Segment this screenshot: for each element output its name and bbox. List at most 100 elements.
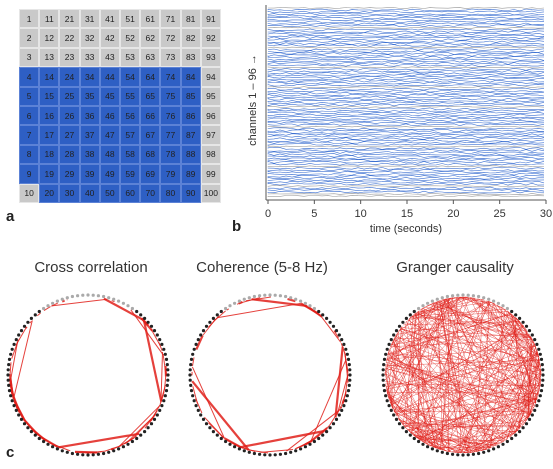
channel-node [121, 445, 125, 449]
plot-title-granger: Granger causality [396, 259, 514, 276]
channel-node [7, 363, 11, 367]
channel-node [492, 299, 496, 303]
connection-edge [29, 320, 32, 324]
channel-trace [267, 38, 545, 41]
connection-edge [440, 300, 461, 453]
channel-trace [267, 155, 545, 158]
channel-trace [267, 111, 545, 115]
channel-trace [267, 115, 545, 119]
channel-node [9, 394, 13, 398]
channel-node [487, 449, 491, 453]
connection-edge [430, 445, 479, 452]
channel-node [152, 417, 157, 421]
channel-node [22, 324, 27, 328]
channel-node [294, 449, 298, 453]
connection-edge [537, 373, 542, 398]
grid-cell: 2 [19, 28, 40, 48]
channel-node [408, 313, 412, 317]
channel-node [102, 294, 106, 299]
grid-cell: 56 [120, 105, 141, 126]
connection-edge [525, 357, 540, 422]
channel-node [284, 294, 288, 299]
channel-node [312, 306, 316, 311]
channel-trace [267, 26, 545, 29]
grid-cell: 65 [140, 86, 161, 106]
channel-node [451, 294, 455, 298]
grid-cell: 30 [59, 183, 80, 203]
channel-node [188, 368, 192, 372]
channel-trace [267, 106, 545, 108]
channel-node [139, 433, 143, 437]
channel-node [6, 378, 10, 382]
channel-trace [267, 86, 545, 89]
channel-node [7, 383, 11, 387]
y-axis-label: channels 1 – 96 → [248, 54, 259, 146]
connection-edge [405, 322, 541, 364]
channel-node [152, 329, 157, 333]
grid-cell: 75 [160, 86, 181, 106]
grid-cell: 50 [99, 183, 120, 203]
connection-edge [162, 354, 167, 375]
connection-edge [393, 339, 539, 395]
connection-edge [411, 298, 481, 317]
channel-node [482, 296, 486, 300]
grid-cell: 66 [140, 105, 161, 126]
grid-cell: 19 [39, 164, 60, 184]
grid-cell: 36 [79, 105, 100, 126]
channel-node [346, 357, 351, 361]
channel-node [471, 452, 475, 456]
channel-trace [267, 185, 545, 187]
channel-node [12, 404, 16, 408]
channel-node [312, 439, 316, 444]
channel-trace [267, 166, 545, 170]
channel-node [76, 294, 80, 298]
channel-node [521, 320, 525, 324]
connection-edge [402, 311, 418, 426]
channel-trace [267, 145, 545, 148]
channel-node [461, 293, 465, 297]
connection-edge [414, 313, 490, 449]
channel-trace [267, 56, 544, 59]
channel-node [430, 299, 434, 303]
connectivity-circle [188, 293, 352, 457]
connection-edge [524, 327, 540, 390]
connection-edge [477, 340, 534, 452]
connection-edge [158, 342, 163, 351]
connection-edge [499, 305, 521, 323]
channel-node [126, 304, 130, 308]
connection-edge [404, 322, 431, 446]
channel-trace [267, 40, 545, 43]
connection-edge [393, 369, 541, 411]
channel-node [204, 422, 209, 426]
grid-cell: 7 [19, 125, 40, 145]
channel-node [417, 306, 421, 311]
channel-node [426, 301, 430, 305]
connection-edge [384, 378, 451, 453]
connection-edge [529, 358, 540, 415]
connection-edge [386, 392, 539, 394]
channel-trace [267, 174, 545, 178]
channel-trace [267, 34, 545, 37]
electrode-grid: 1 11 21 31 41 51 61 71 81 91 2 12 22 32 42 52 62 72 82 92 3 1… [19, 9, 221, 203]
channel-trace [267, 93, 545, 97]
connection-edge [300, 442, 310, 448]
channel-node [524, 422, 529, 426]
channel-trace [267, 18, 545, 22]
connection-edge [472, 297, 541, 366]
connection-edge [409, 345, 536, 433]
grid-cell: 72 [160, 28, 181, 48]
channel-node [382, 383, 386, 387]
grid-cell: 79 [160, 164, 181, 184]
channel-node [96, 452, 100, 456]
channel-node [65, 450, 69, 454]
channel-trace [267, 168, 545, 172]
channel-node [165, 363, 169, 367]
channel-node [158, 338, 162, 342]
connection-edge [404, 327, 525, 428]
connection-edge [419, 439, 430, 446]
channel-node [96, 294, 100, 298]
connection-edge [207, 316, 219, 328]
connection-edge [239, 297, 261, 304]
connection-edge [390, 325, 524, 406]
channel-node [135, 436, 139, 441]
